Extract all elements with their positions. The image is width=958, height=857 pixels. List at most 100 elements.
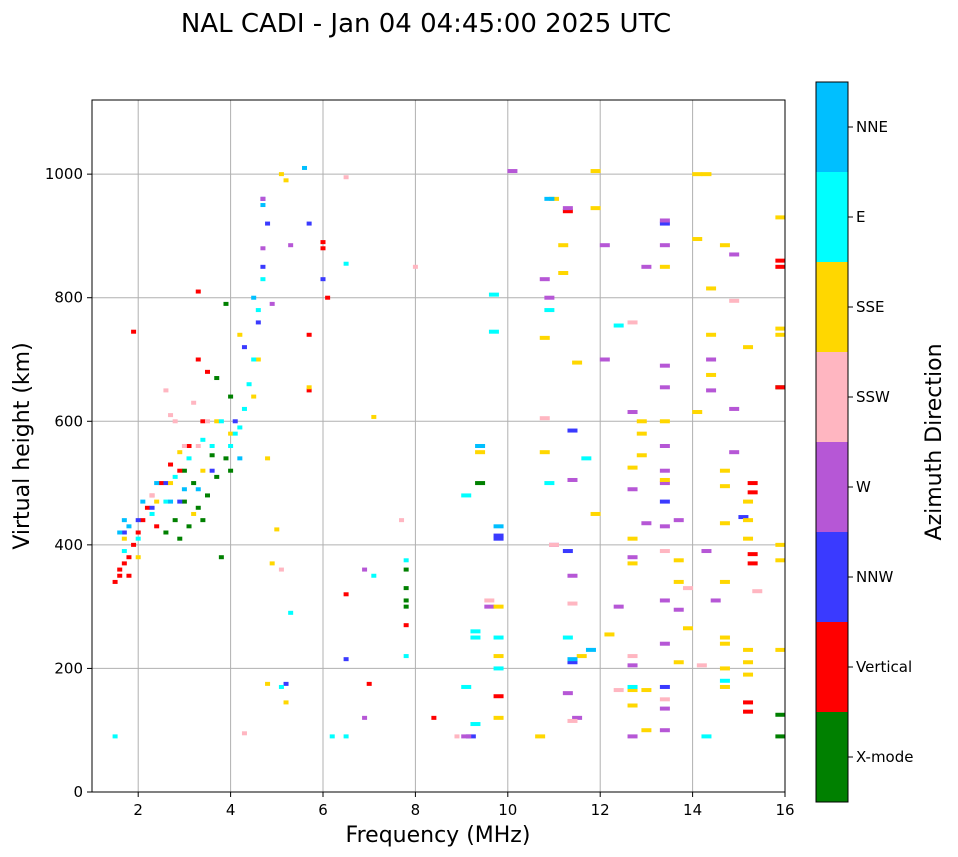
data-point — [719, 666, 730, 671]
data-point — [371, 573, 377, 578]
data-point — [599, 357, 610, 362]
data-point — [205, 369, 210, 374]
data-point — [186, 524, 192, 529]
data-point — [288, 610, 294, 615]
data-point — [403, 586, 409, 591]
data-point — [692, 410, 703, 415]
data-point — [775, 264, 786, 269]
data-point — [604, 632, 615, 637]
data-point — [544, 295, 555, 300]
data-point — [535, 734, 546, 739]
data-point — [719, 468, 730, 473]
y-tick-label: 800 — [54, 289, 83, 307]
data-point — [121, 536, 127, 541]
data-point — [775, 734, 786, 739]
data-point — [163, 499, 169, 504]
data-point — [706, 332, 717, 337]
data-point — [659, 598, 670, 603]
data-point — [260, 264, 266, 269]
x-axis-label: Frequency (MHz) — [346, 823, 531, 848]
data-point — [659, 468, 670, 473]
data-point — [659, 549, 670, 554]
data-point — [567, 660, 578, 665]
data-point — [673, 579, 684, 584]
colorbar-frame — [815, 81, 849, 803]
data-point — [200, 518, 206, 523]
data-point — [659, 481, 670, 486]
data-point — [743, 499, 754, 504]
series-w — [260, 169, 740, 739]
data-point — [562, 206, 573, 211]
data-point — [288, 243, 294, 248]
y-tick-label: 1000 — [45, 165, 83, 183]
data-point — [738, 515, 749, 520]
series-e — [112, 261, 730, 739]
data-point — [172, 518, 178, 523]
data-point — [641, 264, 652, 269]
x-axis-ticks: 2 4 6 8 10 12 14 16 — [133, 792, 795, 819]
data-point — [121, 530, 127, 535]
data-point — [673, 607, 684, 612]
data-point — [636, 431, 647, 436]
data-point — [306, 332, 312, 337]
data-point — [154, 481, 160, 486]
data-point — [343, 261, 349, 266]
data-point — [191, 481, 197, 486]
data-point — [343, 657, 349, 662]
data-point — [719, 579, 730, 584]
data-point — [659, 477, 670, 482]
data-point — [209, 453, 215, 458]
data-point — [581, 456, 592, 461]
colorbar-label: Vertical — [856, 658, 912, 676]
data-point — [719, 484, 730, 489]
data-point — [743, 700, 754, 705]
data-point — [636, 453, 647, 458]
data-point — [200, 468, 206, 473]
data-point — [320, 246, 326, 251]
data-point — [627, 465, 638, 470]
data-point — [366, 681, 372, 686]
data-point — [488, 329, 499, 334]
data-point — [117, 530, 123, 535]
x-tick-label: 16 — [775, 801, 794, 819]
colorbar-label: NNE — [856, 118, 888, 136]
data-point — [493, 694, 504, 699]
data-point — [181, 468, 187, 473]
data-point — [343, 734, 349, 739]
data-point — [775, 647, 786, 652]
data-point — [135, 518, 141, 523]
x-tick-label: 6 — [318, 801, 328, 819]
data-point — [493, 524, 504, 529]
y-tick-label: 400 — [54, 536, 83, 554]
colorbar-segment — [816, 622, 848, 712]
data-point — [246, 382, 252, 387]
data-point — [177, 468, 183, 473]
data-point — [135, 536, 141, 541]
data-point — [539, 277, 550, 282]
data-point — [775, 385, 786, 390]
data-point — [205, 493, 210, 498]
data-point — [195, 505, 201, 510]
data-point — [627, 410, 638, 415]
data-point — [659, 697, 670, 702]
data-point — [269, 301, 275, 306]
data-point — [320, 277, 326, 282]
y-tick-label: 600 — [54, 412, 83, 430]
data-point — [659, 524, 670, 529]
data-point — [719, 684, 730, 689]
data-point — [613, 688, 624, 693]
data-point — [181, 499, 187, 504]
plot-area: 2 4 6 8 10 12 14 16 0 200 400 600 800 1000 — [45, 99, 795, 819]
series-nne — [117, 165, 596, 662]
data-point — [659, 243, 670, 248]
data-point — [659, 221, 670, 226]
data-point — [673, 558, 684, 563]
data-point — [627, 320, 638, 325]
data-point — [627, 555, 638, 560]
data-point — [329, 734, 335, 739]
data-point — [260, 246, 266, 251]
data-point — [232, 419, 238, 424]
colorbar-segment — [816, 442, 848, 532]
data-point — [154, 524, 160, 529]
data-point — [163, 530, 169, 535]
